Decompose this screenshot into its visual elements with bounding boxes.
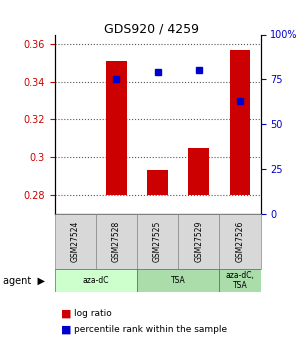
Text: log ratio: log ratio <box>74 309 112 318</box>
Text: GSM27524: GSM27524 <box>71 221 80 262</box>
Text: GSM27526: GSM27526 <box>235 221 245 262</box>
FancyBboxPatch shape <box>55 269 137 292</box>
FancyBboxPatch shape <box>55 214 96 269</box>
Text: ■: ■ <box>61 325 71 334</box>
Text: GDS920 / 4259: GDS920 / 4259 <box>104 22 199 36</box>
Text: aza-dC,
TSA: aza-dC, TSA <box>225 270 255 290</box>
FancyBboxPatch shape <box>96 214 137 269</box>
Text: GSM27529: GSM27529 <box>194 221 203 262</box>
FancyBboxPatch shape <box>137 214 178 269</box>
Text: percentile rank within the sample: percentile rank within the sample <box>74 325 227 334</box>
Text: aza-dC: aza-dC <box>82 276 109 285</box>
FancyBboxPatch shape <box>178 214 219 269</box>
FancyBboxPatch shape <box>137 269 219 292</box>
Bar <box>147 170 168 195</box>
Text: agent  ▶: agent ▶ <box>3 276 45 286</box>
Bar <box>188 148 209 195</box>
FancyBboxPatch shape <box>219 214 261 269</box>
Text: TSA: TSA <box>171 276 185 285</box>
Text: GSM27525: GSM27525 <box>153 221 162 262</box>
Bar <box>230 50 250 195</box>
Bar <box>106 61 127 195</box>
Text: ■: ■ <box>61 309 71 319</box>
FancyBboxPatch shape <box>219 269 261 292</box>
Text: GSM27528: GSM27528 <box>112 221 121 262</box>
